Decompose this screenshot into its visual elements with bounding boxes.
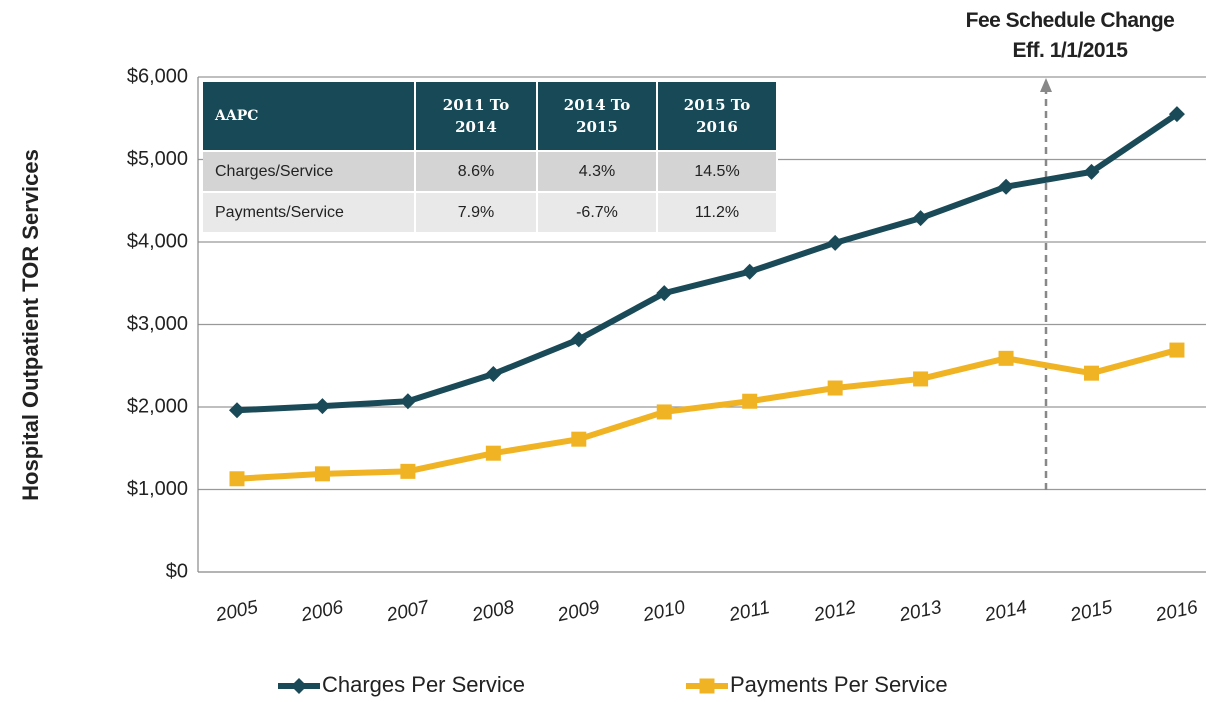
data-point — [1084, 365, 1099, 381]
y-tick-label: $6,000 — [127, 65, 188, 87]
table-cell: -6.7% — [537, 191, 658, 232]
y-tick-label: $5,000 — [127, 148, 188, 170]
table-header: 2011 To 2014 — [415, 82, 538, 151]
table-cell: Payments/Service — [203, 191, 416, 232]
data-point — [998, 350, 1014, 366]
data-point — [742, 393, 758, 409]
annotation-line: Eff. 1/1/2015 — [1012, 39, 1128, 62]
data-point — [229, 471, 245, 487]
annotation: Fee Schedule Change Eff. 1/1/2015 — [930, 6, 1209, 66]
x-tick-label: 2016 — [1153, 597, 1200, 627]
data-point — [314, 398, 331, 415]
x-tick-label: 2009 — [555, 597, 602, 627]
table-header: 2015 To 2016 — [657, 82, 778, 151]
table-cell: 14.5% — [657, 150, 778, 192]
data-point — [912, 210, 929, 227]
legend-label: Payments Per Service — [730, 672, 948, 697]
series-line — [236, 347, 1178, 482]
data-point — [913, 371, 929, 387]
x-tick-label: 2013 — [897, 597, 944, 627]
legend-label: Charges Per Service — [322, 672, 525, 697]
x-tick-label: 2011 — [726, 597, 771, 626]
table-header: 2014 To 2015 — [537, 82, 658, 151]
aapc-table: AAPC 2011 To 2014 2014 To 2015 2015 To 2016… — [203, 82, 778, 232]
data-point — [827, 234, 844, 251]
data-point — [1168, 106, 1185, 123]
table-cell: 4.3% — [537, 150, 658, 192]
y-tick-label: $0 — [166, 560, 188, 582]
x-tick-label: 2006 — [299, 597, 346, 627]
x-tick-label: 2005 — [213, 597, 260, 627]
annotation-line: Fee Schedule Change — [965, 9, 1175, 32]
x-tick-label: 2007 — [384, 597, 432, 627]
annotation-arrow — [1040, 78, 1052, 92]
data-point — [400, 463, 416, 479]
y-tick-label: $2,000 — [127, 395, 188, 417]
data-point — [485, 445, 501, 461]
data-point — [570, 331, 587, 348]
series-line — [236, 111, 1179, 414]
data-point — [399, 393, 416, 410]
data-point — [656, 404, 672, 420]
table-cell: 7.9% — [415, 191, 538, 232]
data-point — [1083, 163, 1100, 180]
table-cell: 8.6% — [415, 150, 538, 192]
data-point — [485, 366, 502, 382]
y-tick-label: $1,000 — [127, 478, 188, 500]
table-cell: Charges/Service — [203, 150, 416, 192]
x-tick-label: 2015 — [1068, 597, 1115, 627]
x-tick-label: 2012 — [811, 597, 858, 627]
data-point — [314, 466, 330, 482]
table-header: AAPC — [203, 82, 416, 151]
legend-marker — [699, 678, 715, 694]
data-point — [571, 431, 587, 447]
data-point — [741, 263, 758, 280]
y-axis-title: Hospital Outpatient TOR Services — [18, 149, 43, 501]
data-point — [1169, 342, 1185, 358]
data-point — [827, 380, 843, 396]
x-tick-label: 2010 — [640, 597, 687, 627]
data-point — [229, 402, 245, 419]
x-tick-label: 2008 — [469, 597, 516, 627]
table-cell: 11.2% — [657, 191, 778, 232]
data-point — [656, 285, 673, 302]
data-point — [998, 178, 1015, 195]
y-tick-label: $3,000 — [127, 313, 188, 335]
y-tick-label: $4,000 — [127, 230, 188, 252]
legend-marker — [291, 678, 307, 694]
x-tick-label: 2014 — [982, 597, 1029, 627]
